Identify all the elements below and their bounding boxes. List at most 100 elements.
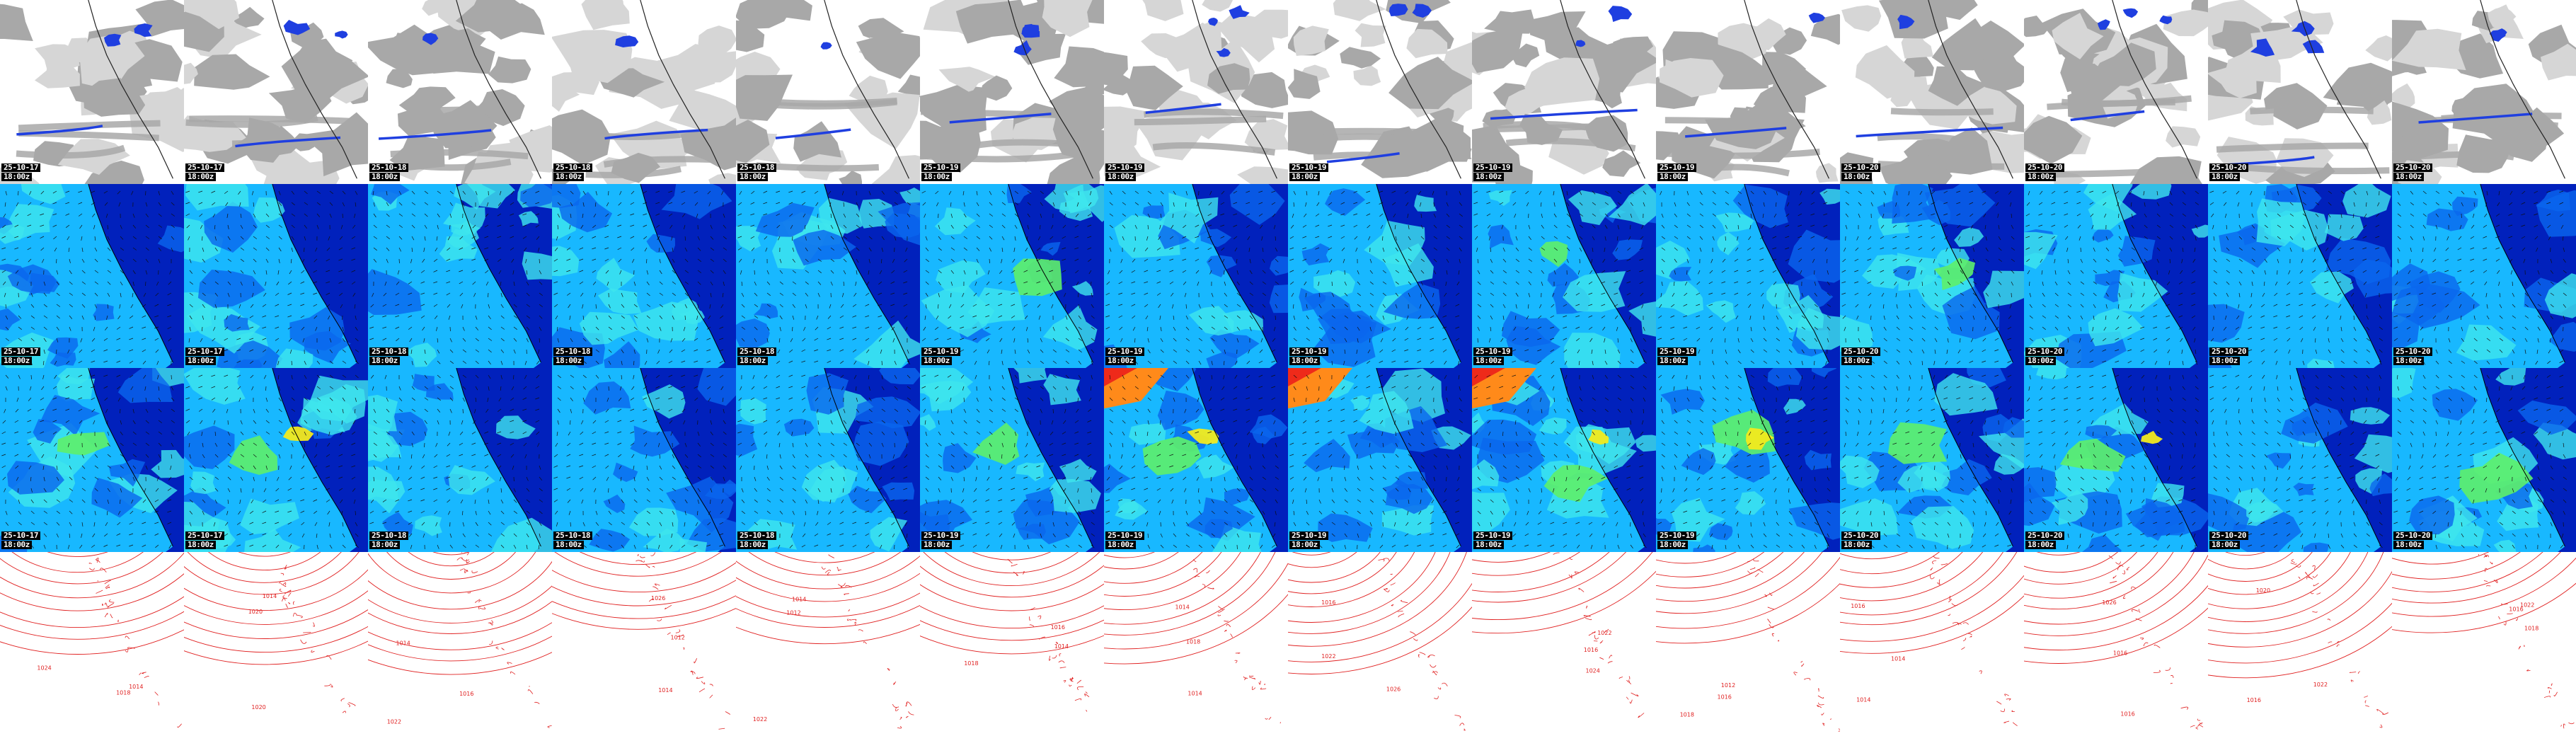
wind-arrows (553, 190, 728, 366)
pressure-isobars-map-tile[interactable]: 1014 1016 1018 (920, 552, 1104, 736)
cloud-cover-area (1361, 126, 1432, 178)
wind-speed-a-map-tile[interactable]: 25-10-17 18:00z (0, 184, 184, 368)
wind-speed-b-map-tile[interactable]: 25-10-17 18:00z (184, 368, 368, 552)
pressure-isobars-map-tile[interactable]: 1016 1014 1014 (1840, 552, 2024, 736)
wind-speed-area (1104, 464, 1131, 493)
pressure-isobars-map-tile[interactable]: 1014 1018 1014 (1104, 552, 1288, 736)
cloud-cover-area (0, 4, 33, 41)
wind-speed-b-map-tile[interactable]: 25-10-20 18:00z (2024, 368, 2208, 552)
cloud-map (2392, 0, 2576, 184)
frame-date-label: 25-10-17 (1, 347, 40, 356)
wind-map (2392, 184, 2576, 368)
coastline (2112, 184, 2197, 363)
wind-speed-b-map-tile[interactable]: 25-10-17 18:00z (0, 368, 184, 552)
wind-speed-a-map-tile[interactable]: 25-10-20 18:00z (2024, 184, 2208, 368)
wind-speed-area (2003, 417, 2024, 438)
wind-speed-area (1672, 498, 1725, 542)
wind-speed-area (753, 303, 778, 319)
wind-speed-area (7, 264, 57, 294)
isobar-label: 1012 (1721, 682, 1735, 689)
wind-speed-b-map-tile[interactable]: 25-10-18 18:00z (552, 368, 736, 552)
frame-time-label: 18:00z (2393, 541, 2424, 549)
pressure-isobars-map-tile[interactable]: 1016 1022 1026 (1288, 552, 1472, 736)
isobar-label: 1022 (387, 718, 401, 725)
wind-speed-b-map-tile[interactable]: 25-10-20 18:00z (2392, 368, 2576, 552)
wind-speed-b-map-tile[interactable]: 25-10-19 18:00z (1104, 368, 1288, 552)
wind-speed-a-map-tile[interactable]: 25-10-18 18:00z (368, 184, 552, 368)
wind-speed-a-map-tile[interactable]: 25-10-18 18:00z (736, 184, 920, 368)
clouds-precip-map-tile[interactable]: 25-10-19 18:00z (920, 0, 1104, 184)
clouds-precip-map-tile[interactable]: 25-10-19 18:00z (1288, 0, 1472, 184)
clouds-precip-map-tile[interactable]: 25-10-19 18:00z (1472, 0, 1656, 184)
clouds-precip-map-tile[interactable]: 25-10-17 18:00z (0, 0, 184, 184)
clouds-precip-map-tile[interactable]: 25-10-20 18:00z (2208, 0, 2392, 184)
wind-speed-b-map-tile[interactable]: 25-10-20 18:00z (2208, 368, 2392, 552)
wind-speed-area (1414, 195, 1437, 212)
clouds-precip-map-tile[interactable]: 25-10-20 18:00z (2392, 0, 2576, 184)
clouds-precip-map-tile[interactable]: 25-10-20 18:00z (2024, 0, 2208, 184)
wind-map (368, 184, 552, 368)
wind-speed-b-map-tile[interactable]: 25-10-18 18:00z (368, 368, 552, 552)
wind-speed-area (2208, 493, 2251, 533)
cloud-cover-area (1355, 23, 1386, 47)
cloud-cover-area (1251, 9, 1288, 39)
coastline (1192, 184, 1277, 363)
wind-speed-b-map-tile[interactable]: 25-10-19 18:00z (1288, 368, 1472, 552)
wind-speed-a-map-tile[interactable]: 25-10-20 18:00z (1840, 184, 2024, 368)
frame-timestamp: 25-10-18 18:00z (737, 347, 776, 365)
wind-speed-a-map-tile[interactable]: 25-10-19 18:00z (1656, 184, 1840, 368)
wind-speed-a-map-tile[interactable]: 25-10-19 18:00z (1288, 184, 1472, 368)
frame-timestamp: 25-10-20 18:00z (1841, 163, 1880, 181)
wind-speed-b-map-tile[interactable]: 25-10-19 18:00z (920, 368, 1104, 552)
wind-arrows (2025, 374, 2200, 550)
wind-speed-area (1735, 491, 1766, 515)
cloud-cover-area (920, 120, 959, 160)
wind-speed-a-map-tile[interactable]: 25-10-19 18:00z (1104, 184, 1288, 368)
clouds-precip-map-tile[interactable]: 25-10-17 18:00z (184, 0, 368, 184)
clouds-precip-map-tile[interactable]: 25-10-18 18:00z (368, 0, 552, 184)
pressure-isobars-map-tile[interactable]: 1016 1016 1026 (2024, 552, 2208, 736)
pressure-isobars-map-tile[interactable]: 1016 1020 1022 (2208, 552, 2392, 736)
clouds-precip-map-tile[interactable]: 25-10-18 18:00z (736, 0, 920, 184)
pressure-isobars-map-tile[interactable]: 1016 1012 1018 (1656, 552, 1840, 736)
frame-date-label: 25-10-20 (2393, 531, 2432, 540)
coastline (1744, 184, 1829, 363)
cloud-cover-area (1972, 41, 2024, 92)
frame-time-label: 18:00z (1105, 541, 1136, 549)
wind-speed-area (589, 529, 631, 552)
wind-speed-a-map-tile[interactable]: 25-10-17 18:00z (184, 184, 368, 368)
clouds-precip-map-tile[interactable]: 25-10-18 18:00z (552, 0, 736, 184)
wind-speed-a-map-tile[interactable]: 25-10-19 18:00z (920, 184, 1104, 368)
pressure-isobars-map-tile[interactable]: 1014 1026 1012 (552, 552, 736, 736)
clouds-precip-map-tile[interactable]: 25-10-19 18:00z (1104, 0, 1288, 184)
wind-speed-area (2024, 467, 2057, 503)
frame-time-label: 18:00z (2393, 173, 2424, 181)
wind-speed-b-map-tile[interactable]: 25-10-19 18:00z (1472, 368, 1656, 552)
pressure-isobars-map-tile[interactable]: 1014 1022 1016 (368, 552, 552, 736)
wind-speed-area (2129, 184, 2172, 200)
wind-speed-a-map-tile[interactable]: 25-10-20 18:00z (2392, 184, 2576, 368)
wind-arrows (2209, 190, 2384, 366)
pressure-isobars-map-tile[interactable]: 1016 1024 1022 (1472, 552, 1656, 736)
pressure-isobars-map-tile[interactable]: 1016 1022 1018 (2392, 552, 2576, 736)
wind-speed-area (2088, 308, 2144, 347)
precipitation-area (2159, 15, 2173, 25)
wind-speed-b-map-tile[interactable]: 25-10-20 18:00z (1840, 368, 2024, 552)
clouds-precip-map-tile[interactable]: 25-10-20 18:00z (1840, 0, 2024, 184)
pressure-isobars-map-tile[interactable]: 1014 1020 1020 (184, 552, 368, 736)
cloud-cover-area (2488, 6, 2517, 28)
coastline (1192, 368, 1277, 547)
wind-speed-a-map-tile[interactable]: 25-10-19 18:00z (1472, 184, 1656, 368)
wind-speed-b-map-tile[interactable]: 25-10-18 18:00z (736, 368, 920, 552)
pressure-isobars-map-tile[interactable]: 1014 1018 1024 (0, 552, 184, 736)
cloud-map (552, 0, 736, 184)
wind-speed-a-map-tile[interactable]: 25-10-18 18:00z (552, 184, 736, 368)
coastline (2296, 368, 2381, 547)
wind-map (1840, 184, 2024, 368)
cloud-cover-area (849, 75, 888, 106)
wind-speed-b-map-tile[interactable]: 25-10-19 18:00z (1656, 368, 1840, 552)
clouds-precip-map-tile[interactable]: 25-10-19 18:00z (1656, 0, 1840, 184)
pressure-isobars-map-tile[interactable]: 1014 1012 1022 (736, 552, 920, 736)
wind-speed-area (736, 226, 762, 252)
wind-speed-a-map-tile[interactable]: 25-10-20 18:00z (2208, 184, 2392, 368)
